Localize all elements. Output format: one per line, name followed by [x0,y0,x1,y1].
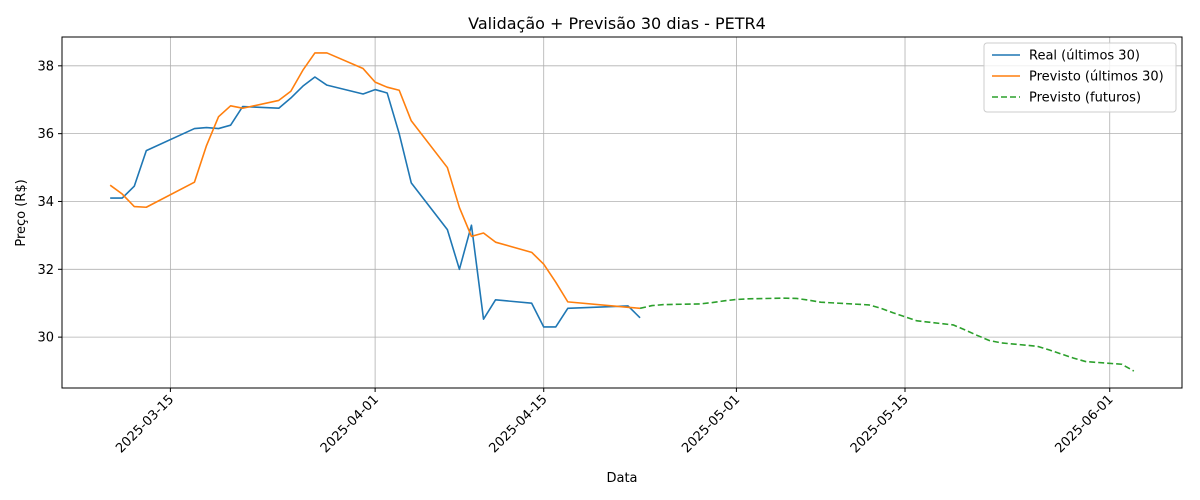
x-tick-label: 2025-04-15 [487,392,551,456]
series-line [639,297,1135,372]
plot-frame [61,36,1183,389]
y-tick-label: 32 [37,263,54,278]
series-2 [109,52,641,310]
y-tick-label: 30 [37,331,54,346]
legend-label: Previsto (últimos 30) [1029,70,1164,85]
series-line [110,76,641,328]
series-line [109,52,641,310]
x-axis-title: Data [606,471,637,486]
x-tick-label: 2025-03-15 [113,392,177,456]
x-tick-label: 2025-06-01 [1053,392,1117,456]
series-3 [639,297,1135,372]
y-tick-label: 38 [37,59,54,74]
legend-box [983,42,1177,113]
x-tick-label: 2025-05-15 [848,392,912,456]
y-axis-title: Preço (R$) [14,179,29,246]
x-axis: 2025-03-15 2025-04-01 2025-04-15 2025-05-01… [113,388,1117,456]
chart-title: Validação + Previsão 30 dias - PETR4 [468,14,766,33]
y-tick-label: 36 [37,127,54,142]
legend-label: Previsto (futuros) [1029,91,1141,106]
y-axis: 30 32 34 36 38 [37,59,62,346]
x-tick-label: 2025-04-01 [318,392,382,456]
series-1 [110,76,641,328]
y-tick-label: 34 [37,195,54,210]
x-tick-label: 2025-05-01 [679,392,743,456]
legend: Real (últimos 30) Previsto (últimos 30) Pr… [983,42,1177,113]
legend-label: Real (últimos 30) [1029,49,1140,64]
series-layer [109,52,1135,372]
